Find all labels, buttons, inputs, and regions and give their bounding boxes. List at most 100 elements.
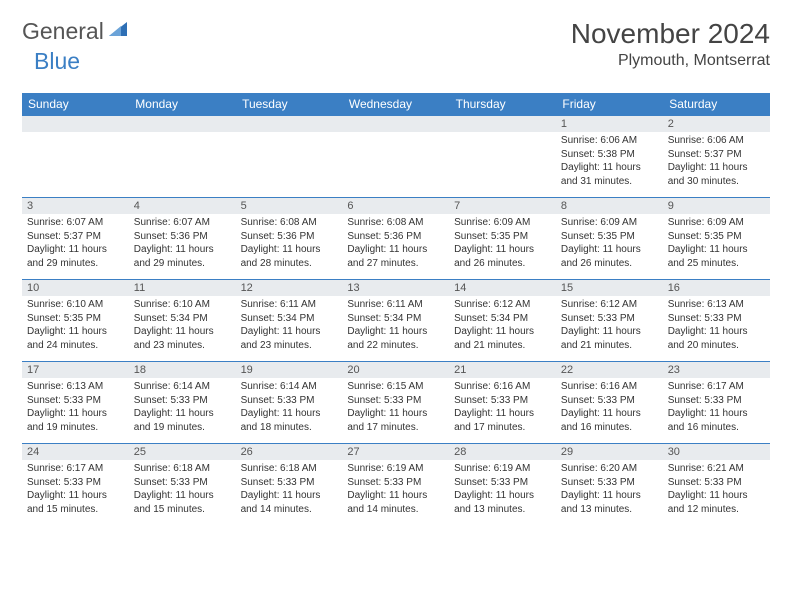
day-number: 12 — [236, 280, 343, 296]
sunset-text: Sunset: 5:35 PM — [27, 312, 124, 326]
sunset-text: Sunset: 5:33 PM — [454, 394, 551, 408]
calendar-day-cell: 29Sunrise: 6:20 AMSunset: 5:33 PMDayligh… — [556, 444, 663, 526]
day-header: Sunday — [22, 93, 129, 116]
calendar-day-cell: 19Sunrise: 6:14 AMSunset: 5:33 PMDayligh… — [236, 362, 343, 444]
daylight-text: Daylight: 11 hours and 23 minutes. — [134, 325, 231, 352]
sunrise-text: Sunrise: 6:18 AM — [241, 462, 338, 476]
calendar-day-cell: 10Sunrise: 6:10 AMSunset: 5:35 PMDayligh… — [22, 280, 129, 362]
sunrise-text: Sunrise: 6:19 AM — [347, 462, 444, 476]
sunrise-text: Sunrise: 6:17 AM — [668, 380, 765, 394]
sunrise-text: Sunrise: 6:11 AM — [241, 298, 338, 312]
sunrise-text: Sunrise: 6:09 AM — [561, 216, 658, 230]
calendar-day-cell: 30Sunrise: 6:21 AMSunset: 5:33 PMDayligh… — [663, 444, 770, 526]
sunset-text: Sunset: 5:33 PM — [561, 476, 658, 490]
daylight-text: Daylight: 11 hours and 16 minutes. — [668, 407, 765, 434]
day-number: 4 — [129, 198, 236, 214]
day-detail: Sunrise: 6:16 AMSunset: 5:33 PMDaylight:… — [556, 378, 663, 438]
day-detail: Sunrise: 6:09 AMSunset: 5:35 PMDaylight:… — [449, 214, 556, 274]
daylight-text: Daylight: 11 hours and 14 minutes. — [347, 489, 444, 516]
calendar-day-cell: 16Sunrise: 6:13 AMSunset: 5:33 PMDayligh… — [663, 280, 770, 362]
sunrise-text: Sunrise: 6:15 AM — [347, 380, 444, 394]
calendar-week-row: 17Sunrise: 6:13 AMSunset: 5:33 PMDayligh… — [22, 362, 770, 444]
sunrise-text: Sunrise: 6:07 AM — [134, 216, 231, 230]
calendar-day-cell: 11Sunrise: 6:10 AMSunset: 5:34 PMDayligh… — [129, 280, 236, 362]
sunrise-text: Sunrise: 6:08 AM — [347, 216, 444, 230]
calendar-day-cell: 13Sunrise: 6:11 AMSunset: 5:34 PMDayligh… — [342, 280, 449, 362]
day-number: 14 — [449, 280, 556, 296]
month-title: November 2024 — [571, 18, 770, 50]
daylight-text: Daylight: 11 hours and 19 minutes. — [134, 407, 231, 434]
calendar-day-cell: 28Sunrise: 6:19 AMSunset: 5:33 PMDayligh… — [449, 444, 556, 526]
sunset-text: Sunset: 5:36 PM — [347, 230, 444, 244]
day-number: 18 — [129, 362, 236, 378]
day-number: 11 — [129, 280, 236, 296]
calendar-day-cell: 14Sunrise: 6:12 AMSunset: 5:34 PMDayligh… — [449, 280, 556, 362]
daylight-text: Daylight: 11 hours and 15 minutes. — [134, 489, 231, 516]
daylight-text: Daylight: 11 hours and 25 minutes. — [668, 243, 765, 270]
sunset-text: Sunset: 5:33 PM — [561, 312, 658, 326]
day-detail: Sunrise: 6:21 AMSunset: 5:33 PMDaylight:… — [663, 460, 770, 520]
daylight-text: Daylight: 11 hours and 13 minutes. — [561, 489, 658, 516]
calendar-week-row: 1Sunrise: 6:06 AMSunset: 5:38 PMDaylight… — [22, 116, 770, 198]
sunset-text: Sunset: 5:33 PM — [347, 394, 444, 408]
day-detail: Sunrise: 6:12 AMSunset: 5:33 PMDaylight:… — [556, 296, 663, 356]
sunset-text: Sunset: 5:35 PM — [668, 230, 765, 244]
day-number: 30 — [663, 444, 770, 460]
sunrise-text: Sunrise: 6:20 AM — [561, 462, 658, 476]
day-detail: Sunrise: 6:06 AMSunset: 5:37 PMDaylight:… — [663, 132, 770, 192]
sunset-text: Sunset: 5:33 PM — [347, 476, 444, 490]
day-number: 24 — [22, 444, 129, 460]
day-detail: Sunrise: 6:14 AMSunset: 5:33 PMDaylight:… — [236, 378, 343, 438]
daylight-text: Daylight: 11 hours and 20 minutes. — [668, 325, 765, 352]
day-number: 27 — [342, 444, 449, 460]
sunset-text: Sunset: 5:36 PM — [134, 230, 231, 244]
sunrise-text: Sunrise: 6:08 AM — [241, 216, 338, 230]
calendar-day-cell: 8Sunrise: 6:09 AMSunset: 5:35 PMDaylight… — [556, 198, 663, 280]
daylight-text: Daylight: 11 hours and 16 minutes. — [561, 407, 658, 434]
day-number: 16 — [663, 280, 770, 296]
sunset-text: Sunset: 5:33 PM — [454, 476, 551, 490]
day-header: Saturday — [663, 93, 770, 116]
day-detail: Sunrise: 6:09 AMSunset: 5:35 PMDaylight:… — [663, 214, 770, 274]
sunset-text: Sunset: 5:37 PM — [27, 230, 124, 244]
calendar-day-cell: 15Sunrise: 6:12 AMSunset: 5:33 PMDayligh… — [556, 280, 663, 362]
day-number: 13 — [342, 280, 449, 296]
daylight-text: Daylight: 11 hours and 21 minutes. — [561, 325, 658, 352]
calendar-day-cell: 6Sunrise: 6:08 AMSunset: 5:36 PMDaylight… — [342, 198, 449, 280]
day-detail: Sunrise: 6:12 AMSunset: 5:34 PMDaylight:… — [449, 296, 556, 356]
day-number: 25 — [129, 444, 236, 460]
day-header-row: Sunday Monday Tuesday Wednesday Thursday… — [22, 93, 770, 116]
calendar-day-cell: 17Sunrise: 6:13 AMSunset: 5:33 PMDayligh… — [22, 362, 129, 444]
sunrise-text: Sunrise: 6:07 AM — [27, 216, 124, 230]
day-header: Monday — [129, 93, 236, 116]
sunrise-text: Sunrise: 6:16 AM — [454, 380, 551, 394]
day-detail: Sunrise: 6:17 AMSunset: 5:33 PMDaylight:… — [22, 460, 129, 520]
sunrise-text: Sunrise: 6:14 AM — [241, 380, 338, 394]
calendar-day-cell: 4Sunrise: 6:07 AMSunset: 5:36 PMDaylight… — [129, 198, 236, 280]
sunrise-text: Sunrise: 6:06 AM — [668, 134, 765, 148]
daylight-text: Daylight: 11 hours and 23 minutes. — [241, 325, 338, 352]
day-detail: Sunrise: 6:08 AMSunset: 5:36 PMDaylight:… — [342, 214, 449, 274]
sunset-text: Sunset: 5:33 PM — [241, 394, 338, 408]
calendar-week-row: 3Sunrise: 6:07 AMSunset: 5:37 PMDaylight… — [22, 198, 770, 280]
day-detail: Sunrise: 6:08 AMSunset: 5:36 PMDaylight:… — [236, 214, 343, 274]
day-detail: Sunrise: 6:19 AMSunset: 5:33 PMDaylight:… — [342, 460, 449, 520]
day-detail: Sunrise: 6:15 AMSunset: 5:33 PMDaylight:… — [342, 378, 449, 438]
day-number: 1 — [556, 116, 663, 132]
calendar-day-cell: 18Sunrise: 6:14 AMSunset: 5:33 PMDayligh… — [129, 362, 236, 444]
day-number: 9 — [663, 198, 770, 214]
calendar-day-cell: 9Sunrise: 6:09 AMSunset: 5:35 PMDaylight… — [663, 198, 770, 280]
day-number — [22, 116, 129, 132]
daylight-text: Daylight: 11 hours and 26 minutes. — [454, 243, 551, 270]
sunrise-text: Sunrise: 6:17 AM — [27, 462, 124, 476]
calendar-week-row: 10Sunrise: 6:10 AMSunset: 5:35 PMDayligh… — [22, 280, 770, 362]
day-detail: Sunrise: 6:10 AMSunset: 5:35 PMDaylight:… — [22, 296, 129, 356]
sunset-text: Sunset: 5:33 PM — [134, 394, 231, 408]
daylight-text: Daylight: 11 hours and 30 minutes. — [668, 161, 765, 188]
calendar-day-cell: 2Sunrise: 6:06 AMSunset: 5:37 PMDaylight… — [663, 116, 770, 198]
day-detail: Sunrise: 6:16 AMSunset: 5:33 PMDaylight:… — [449, 378, 556, 438]
calendar-day-cell — [449, 116, 556, 198]
calendar-day-cell — [22, 116, 129, 198]
sunset-text: Sunset: 5:33 PM — [27, 476, 124, 490]
calendar-day-cell: 22Sunrise: 6:16 AMSunset: 5:33 PMDayligh… — [556, 362, 663, 444]
